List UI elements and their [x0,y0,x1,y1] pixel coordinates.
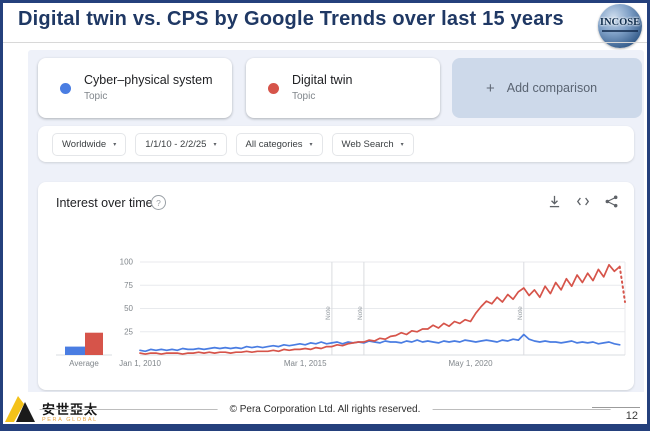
title-divider [3,42,647,43]
svg-text:25: 25 [124,327,133,336]
footer-rule-right [432,409,611,410]
trends-chart-svg: 25 50 75 100 Note Note Note Jan 1, 2010 Mar 1, 2… [56,258,626,368]
chip-label: Cyber–physical system [84,73,213,87]
chart-actions [548,195,618,208]
incose-logo-word: INCOSE [599,17,641,28]
filter-date-range[interactable]: 1/1/10 - 2/2/25 ▾ [135,132,227,156]
footer: 安世亞太 PERA GLOBAL © Pera Corporation Ltd.… [3,392,647,424]
filter-label: All categories [245,138,303,150]
chip-sublabel: Topic [292,91,316,102]
filter-search-type[interactable]: Web Search ▾ [331,132,414,156]
chevron-down-icon: ▾ [113,141,117,148]
add-comparison-button[interactable]: + Add comparison [452,58,642,118]
chip-sublabel: Topic [84,91,108,102]
svg-text:Note: Note [325,306,332,320]
download-icon[interactable] [548,195,561,208]
share-icon[interactable] [605,195,618,208]
comparison-chip-digital-twin[interactable]: Digital twin Topic [246,58,440,118]
filter-geo[interactable]: Worldwide ▾ [52,132,127,156]
svg-text:50: 50 [124,304,133,313]
filter-label: 1/1/10 - 2/2/25 [145,138,207,150]
svg-text:100: 100 [120,258,134,267]
interest-over-time-card: Interest over time ? 25 50 75 100 Note Note No… [38,182,634,390]
chart-title: Interest over time [56,196,153,210]
svg-text:May 1, 2020: May 1, 2020 [448,359,493,368]
pera-triangle-icon [5,396,35,422]
filter-category[interactable]: All categories ▾ [235,132,323,156]
footer-rule-left [39,409,218,410]
svg-text:Note: Note [357,306,364,320]
comparison-chip-cps[interactable]: Cyber–physical system Topic [38,58,232,118]
chevron-down-icon: ▾ [213,141,217,148]
chevron-down-icon: ▾ [400,141,404,148]
copyright-text: © Pera Corporation Ltd. All rights reser… [229,404,421,415]
chip-label: Digital twin [292,73,353,87]
svg-text:Average: Average [69,359,99,368]
filters-bar: Worldwide ▾ 1/1/10 - 2/2/25 ▾ All catego… [38,126,634,162]
filter-label: Worldwide [62,138,107,150]
help-icon[interactable]: ? [151,195,166,210]
add-comparison-label: Add comparison [506,81,598,95]
embed-code-icon[interactable] [576,195,590,208]
google-trends-panel: Cyber–physical system Topic Digital twin… [28,50,644,395]
incose-logo: INCOSE [598,4,642,48]
svg-text:Mar 1, 2015: Mar 1, 2015 [284,359,327,368]
plus-icon: + [486,79,495,97]
page-number: 12 [591,407,640,422]
bottom-accent-bar [3,424,647,428]
chevron-down-icon: ▾ [309,141,313,148]
svg-text:Note: Note [517,306,524,320]
copyright-line: © Pera Corporation Ltd. All rights reser… [39,404,611,415]
incose-logo-tagline-band [602,30,638,32]
page-title: Digital twin vs. CPS by Google Trends ov… [18,8,564,30]
series-color-dot-blue [60,83,71,94]
svg-text:Jan 1, 2010: Jan 1, 2010 [119,359,161,368]
pera-logo-en: PERA GLOBAL [42,417,98,423]
svg-text:75: 75 [124,281,133,290]
series-color-dot-red [268,83,279,94]
filter-label: Web Search [341,138,394,150]
